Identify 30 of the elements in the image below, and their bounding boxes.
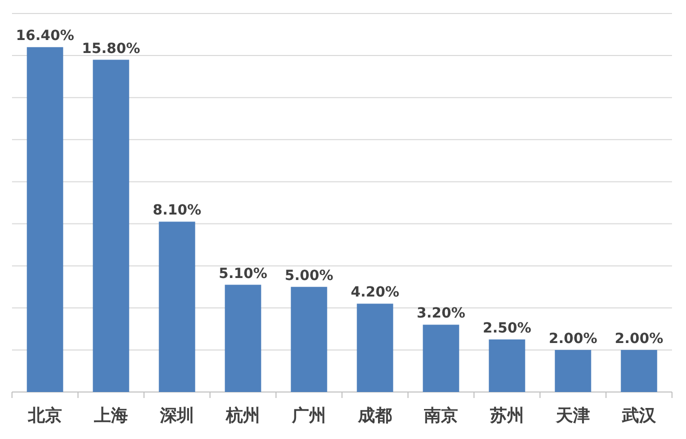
bar: [224, 284, 262, 392]
x-tick-label: 武汉: [621, 406, 657, 426]
x-tick-label: 苏州: [489, 406, 524, 426]
data-label: 2.00%: [614, 330, 664, 347]
bar: [554, 350, 592, 392]
x-tick-label: 北京: [27, 406, 62, 426]
x-tick-label: 南京: [423, 406, 458, 426]
x-tick-label: 上海: [93, 406, 128, 426]
x-tick-label: 天津: [555, 406, 590, 426]
x-tick-label: 杭州: [225, 406, 260, 426]
x-tick-label: 深圳: [159, 406, 194, 426]
data-label: 3.20%: [416, 306, 466, 322]
bar: [158, 222, 196, 392]
bar: [26, 47, 64, 392]
bar: [356, 304, 394, 392]
data-label: 5.10%: [218, 266, 268, 282]
bar: [488, 339, 526, 392]
bar: [92, 60, 130, 392]
data-label: 5.00%: [284, 268, 334, 284]
bar: [422, 324, 460, 392]
x-tick-label: 成都: [357, 406, 392, 426]
data-label: 16.40%: [16, 28, 74, 44]
data-label: 8.10%: [152, 202, 202, 219]
bar: [620, 350, 658, 392]
x-tick-label: 广州: [291, 406, 326, 426]
data-label: 2.00%: [548, 330, 598, 347]
bar: [290, 286, 328, 392]
data-label: 15.80%: [82, 40, 140, 57]
data-label: 4.20%: [350, 284, 400, 301]
data-label: 2.50%: [482, 320, 532, 336]
